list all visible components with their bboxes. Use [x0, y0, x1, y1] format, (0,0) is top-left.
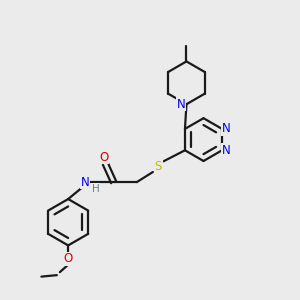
Text: O: O: [64, 252, 73, 265]
Text: O: O: [99, 151, 109, 164]
Text: S: S: [154, 160, 162, 173]
Text: N: N: [177, 98, 185, 111]
Text: N: N: [81, 176, 89, 189]
Text: N: N: [222, 144, 231, 157]
Text: N: N: [222, 122, 231, 135]
Text: H: H: [92, 184, 100, 194]
